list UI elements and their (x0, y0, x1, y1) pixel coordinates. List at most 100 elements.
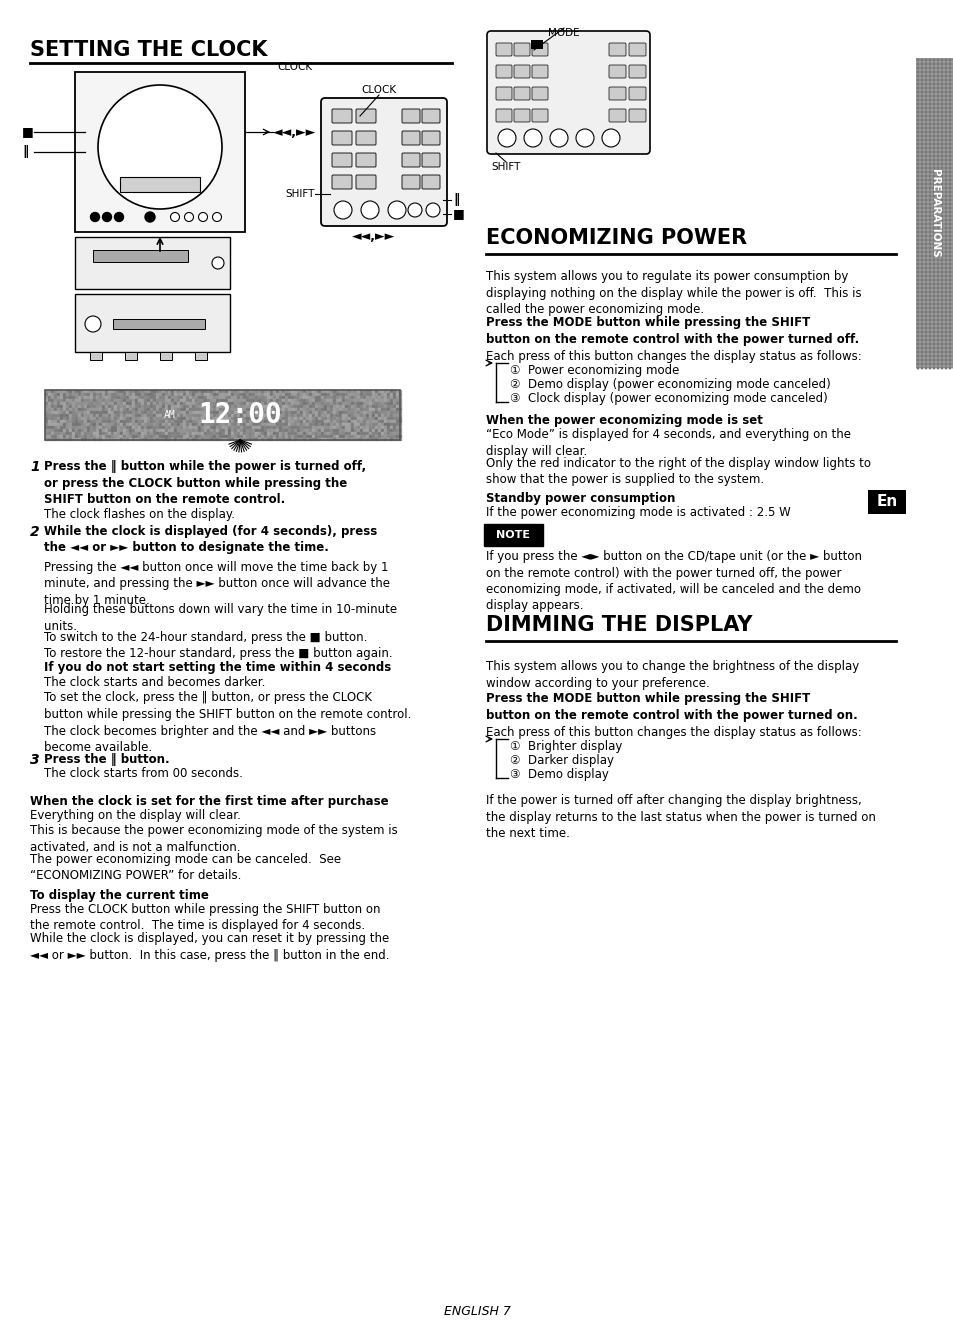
Bar (390, 423, 392, 424)
Circle shape (941, 75, 942, 76)
Bar (81, 423, 83, 424)
Bar (123, 414, 125, 416)
Bar (384, 402, 386, 404)
Bar (261, 402, 263, 404)
Circle shape (921, 216, 922, 217)
Bar (66, 390, 68, 392)
Bar (228, 404, 230, 407)
Bar (111, 423, 112, 424)
Bar (270, 438, 272, 441)
Text: Press the CLOCK button while pressing the SHIFT button on
the remote control.  T: Press the CLOCK button while pressing th… (30, 902, 380, 932)
Bar (63, 394, 65, 395)
Bar (48, 428, 50, 431)
Bar (317, 426, 319, 428)
Bar (201, 394, 203, 395)
Bar (296, 435, 298, 437)
Circle shape (924, 127, 925, 129)
Circle shape (932, 155, 934, 157)
Bar (306, 423, 308, 424)
Bar (395, 402, 397, 404)
Bar (87, 411, 89, 412)
Circle shape (932, 224, 934, 225)
Bar (225, 438, 227, 441)
Bar (327, 423, 329, 424)
Circle shape (924, 335, 925, 337)
Circle shape (936, 119, 938, 121)
Circle shape (932, 327, 934, 329)
Bar (192, 411, 193, 412)
Bar (132, 428, 133, 431)
Bar (92, 390, 95, 392)
Bar (330, 438, 332, 441)
Bar (165, 435, 167, 437)
Bar (327, 416, 329, 419)
Circle shape (944, 327, 945, 329)
Bar (341, 423, 344, 424)
Bar (366, 414, 368, 416)
Bar (111, 411, 112, 412)
Bar (273, 416, 274, 419)
Circle shape (924, 183, 925, 185)
Bar (246, 394, 248, 395)
Bar (231, 426, 233, 428)
Bar (249, 435, 251, 437)
Bar (372, 394, 374, 395)
Bar (351, 438, 353, 441)
Bar (117, 390, 119, 392)
Bar (159, 420, 161, 422)
Bar (215, 423, 218, 424)
Bar (398, 399, 400, 400)
Bar (111, 390, 112, 392)
Bar (113, 423, 116, 424)
Circle shape (924, 119, 925, 121)
Bar (390, 402, 392, 404)
FancyBboxPatch shape (355, 108, 375, 123)
Bar (152, 404, 154, 407)
Circle shape (948, 299, 950, 301)
Circle shape (928, 139, 930, 141)
Bar (246, 390, 248, 392)
Bar (225, 420, 227, 422)
Bar (288, 414, 290, 416)
Bar (273, 411, 274, 412)
Bar (177, 416, 179, 419)
Bar (317, 435, 319, 437)
Bar (231, 435, 233, 437)
Bar (147, 426, 149, 428)
Circle shape (944, 351, 945, 352)
Circle shape (944, 319, 945, 321)
Bar (246, 399, 248, 400)
Bar (299, 423, 302, 424)
Circle shape (924, 103, 925, 104)
Circle shape (932, 131, 934, 133)
Bar (294, 435, 295, 437)
Bar (228, 428, 230, 431)
Circle shape (924, 87, 925, 88)
Bar (189, 420, 191, 422)
Bar (126, 396, 128, 398)
FancyBboxPatch shape (915, 58, 953, 368)
Bar (71, 396, 74, 398)
Bar (90, 423, 91, 424)
Bar (309, 428, 311, 431)
Bar (222, 438, 224, 441)
Bar (348, 390, 350, 392)
Circle shape (944, 67, 945, 68)
Bar (384, 432, 386, 434)
Circle shape (936, 163, 938, 165)
Circle shape (936, 323, 938, 325)
Circle shape (928, 327, 930, 329)
Bar (246, 420, 248, 422)
Text: ECONOMIZING POWER: ECONOMIZING POWER (485, 228, 746, 248)
Bar (210, 420, 212, 422)
Bar (236, 435, 239, 437)
Bar (330, 420, 332, 422)
Bar (144, 426, 146, 428)
Bar (135, 438, 137, 441)
Circle shape (932, 204, 934, 205)
Bar (66, 435, 68, 437)
Circle shape (941, 195, 942, 197)
Bar (330, 404, 332, 407)
Bar (135, 402, 137, 404)
Bar (111, 396, 112, 398)
